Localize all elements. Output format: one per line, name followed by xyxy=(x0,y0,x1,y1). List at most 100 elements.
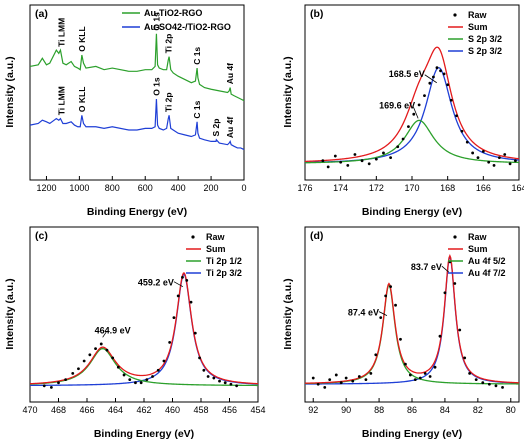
raw-point-b-4 xyxy=(346,163,350,167)
raw-point-c-14 xyxy=(128,378,132,381)
raw-point-c-34 xyxy=(229,382,233,386)
survey-annotation-10: C 1s xyxy=(192,100,202,118)
x-tick-label-c-468: 468 xyxy=(51,405,66,415)
legend-label-d-0: Raw xyxy=(468,232,488,242)
raw-point-b-7 xyxy=(367,162,371,166)
plot-area-c: 470 468 466 464 462 460 458 456 454 459.2 eV 464.9… xyxy=(22,272,266,415)
raw-point-c-33 xyxy=(223,381,227,385)
raw-point-c-21 xyxy=(168,341,172,344)
raw-point-d-17 xyxy=(404,362,407,366)
x-axis-label-b: Binding Energy (eV) xyxy=(362,206,462,218)
y-axis-label-b: Intensity (a.u.) xyxy=(282,56,294,127)
raw-point-b-15 xyxy=(417,103,421,107)
raw-point-d-7 xyxy=(351,379,355,383)
raw-point-b-6 xyxy=(360,159,364,163)
legend-label-b-1: Sum xyxy=(468,22,488,32)
raw-point-d-20 xyxy=(418,376,422,380)
raw-point-b-12 xyxy=(401,137,405,141)
raw-point-c-15 xyxy=(134,381,137,385)
raw-point-d-9 xyxy=(364,378,368,381)
raw-point-d-0 xyxy=(311,376,315,380)
raw-point-b-29 xyxy=(481,150,485,153)
raw-point-c-24 xyxy=(181,275,184,279)
raw-point-c-13 xyxy=(122,373,126,377)
x-tick-label-b-164: 164 xyxy=(511,183,524,193)
survey-annotation-11: S 2p xyxy=(211,119,221,137)
raw-point-b-17 xyxy=(428,81,432,85)
legend-label-c-3: Ti 2p 3/2 xyxy=(206,268,242,278)
panel-label-c: (c) xyxy=(35,230,48,242)
raw-point-c-23 xyxy=(176,294,180,298)
raw-point-c-30 xyxy=(206,375,210,378)
legend-label-d-3: Au 4f 7/2 xyxy=(468,268,506,278)
raw-point-b-26 xyxy=(465,140,469,144)
raw-point-d-8 xyxy=(357,375,361,378)
survey-annotation-6: Ti LMM xyxy=(56,86,66,115)
panel-label-d: (d) xyxy=(310,230,323,242)
raw-point-d-25 xyxy=(443,291,447,295)
x-axis-label-c: Binding Energy (eV) xyxy=(94,428,194,440)
raw-point-b-3 xyxy=(339,160,343,164)
raw-point-b-35 xyxy=(514,159,517,163)
x-tick-label-a-600: 600 xyxy=(138,183,153,193)
raw-point-d-3 xyxy=(328,378,332,381)
x-tick-label-c-470: 470 xyxy=(22,405,37,415)
x-tick-label-a-1000: 1000 xyxy=(69,183,89,193)
raw-point-b-30 xyxy=(487,160,491,164)
legend-label-b-2: S 2p 3/2 xyxy=(468,34,502,44)
raw-point-b-16 xyxy=(423,94,426,97)
x-tick-label-a-800: 800 xyxy=(105,183,120,193)
raw-point-b-25 xyxy=(460,129,464,133)
component-curve-c-464-9 xyxy=(29,347,258,387)
raw-point-b-24 xyxy=(455,114,458,118)
raw-point-b-20 xyxy=(439,69,442,73)
x-axis-label-d: Binding Energy (eV) xyxy=(362,428,462,440)
raw-point-d-28 xyxy=(458,328,462,332)
raw-point-c-27 xyxy=(193,331,197,335)
raw-point-b-28 xyxy=(476,156,480,160)
sum-curve-b xyxy=(304,46,520,163)
plot-frame-a xyxy=(29,4,245,181)
peak-annotation-c-1: 464.9 eV xyxy=(95,325,131,335)
raw-point-b-31 xyxy=(492,163,496,167)
raw-point-d-31 xyxy=(474,378,478,381)
legend-label-c-1: Sum xyxy=(206,244,226,254)
raw-point-b-33 xyxy=(503,153,507,156)
x-tick-label-d-92: 92 xyxy=(308,405,318,415)
annotation-leader-b-0 xyxy=(424,74,437,84)
x-tick-label-c-462: 462 xyxy=(136,405,151,415)
raw-point-d-4 xyxy=(334,373,338,377)
x-tick-label-a-1200: 1200 xyxy=(36,183,56,193)
peak-annotation-b-0: 168.5 eV xyxy=(389,69,425,79)
panel-label-b: (b) xyxy=(310,8,323,20)
raw-point-d-30 xyxy=(468,372,472,375)
raw-point-c-16 xyxy=(139,381,143,385)
raw-point-b-9 xyxy=(382,151,385,155)
sum-curve-c xyxy=(29,272,259,385)
raw-point-d-24 xyxy=(438,334,442,338)
panel-c: 470 468 466 464 462 460 458 456 454 459.2 eV 464.9… xyxy=(4,226,266,440)
raw-point-c-1 xyxy=(49,385,53,389)
raw-point-c-9 xyxy=(99,342,103,346)
raw-point-b-11 xyxy=(396,145,400,149)
x-tick-label-c-458: 458 xyxy=(193,405,208,415)
legend-label-au-tio2-rgo: Au-TiO2-RGO xyxy=(144,8,202,18)
survey-annotation-4: C 1s xyxy=(192,47,202,65)
raw-point-b-34 xyxy=(508,162,512,166)
raw-point-b-0 xyxy=(321,159,325,163)
component-curve-d-87-4 xyxy=(304,283,519,385)
legend-label-au-so4-tio2-rgo: Au-SO42-/TiO2-RGO xyxy=(144,22,231,32)
annotation-leader-c-1 xyxy=(102,331,108,338)
raw-point-b-5 xyxy=(353,153,357,156)
x-tick-label-c-454: 454 xyxy=(250,405,265,415)
raw-point-c-8 xyxy=(94,347,97,350)
x-tick-label-d-86: 86 xyxy=(407,405,417,415)
raw-point-d-29 xyxy=(463,356,467,360)
y-axis-label-a: Intensity (a.u.) xyxy=(4,56,16,127)
x-tick-label-c-456: 456 xyxy=(222,405,237,415)
plot-area-b: 176 174 172 170 168 166 164 168.5 eV 169.6 eV xyxy=(297,46,524,193)
series-line-au-tio2-rgo xyxy=(29,33,245,102)
legend-label-c-2: Ti 2p 1/2 xyxy=(206,256,242,266)
